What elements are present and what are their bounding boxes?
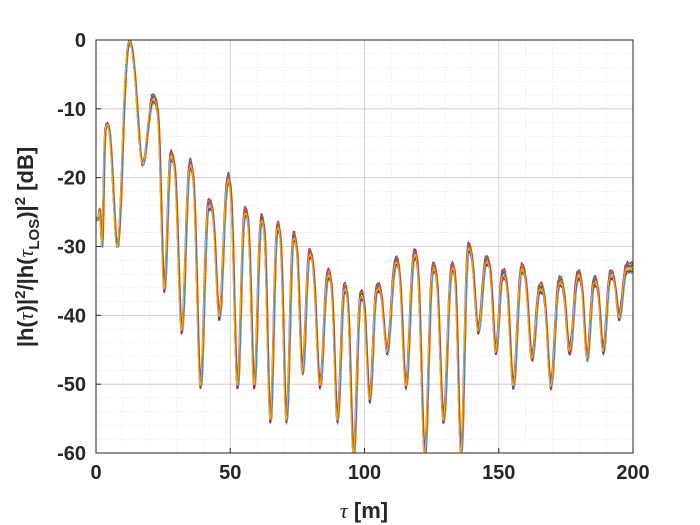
series-line-10 <box>95 40 634 454</box>
y-tick-label: -30 <box>57 237 86 259</box>
y-tick-label: 0 <box>75 30 86 52</box>
x-axis-label: τ [m] <box>340 498 388 523</box>
series-group <box>95 39 634 454</box>
y-tick-label: -10 <box>57 99 86 121</box>
x-tick-label: 0 <box>90 462 101 484</box>
x-tick-label: 50 <box>219 462 241 484</box>
x-axis-ticks: 0 50 100 150 200 <box>90 448 650 484</box>
x-tick-label: 150 <box>482 462 515 484</box>
y-axis-label-part: LOS <box>26 219 43 250</box>
y-tick-label: -60 <box>57 443 86 465</box>
y-axis-label-part: /|h( <box>13 257 38 291</box>
y-axis-ticks: 0 -10 -20 -30 -40 -50 -60 <box>57 30 101 465</box>
y-axis-label-part: |h( <box>13 320 38 348</box>
x-axis-label-symbol: τ <box>340 498 349 523</box>
y-tick-label: -20 <box>57 168 86 190</box>
y-axis-label-part: 2 <box>12 291 29 299</box>
x-tick-label: 100 <box>348 462 381 484</box>
y-axis-label-part: )| <box>13 299 38 312</box>
x-tick-label: 200 <box>616 462 649 484</box>
y-tick-label: -50 <box>57 374 86 396</box>
y-axis-label-part: [dB] <box>13 147 38 197</box>
y-axis-label: |h(τ)|2/|h(τLOS)|2 [dB] <box>12 147 43 347</box>
y-axis-label-part: 2 <box>12 197 29 205</box>
y-axis-label-part: τ <box>13 311 38 320</box>
y-axis-label-part: τ <box>13 248 38 257</box>
y-axis-label-part: )| <box>13 205 38 218</box>
x-axis-label-unit: [m] <box>348 498 388 523</box>
y-tick-label: -40 <box>57 305 86 327</box>
